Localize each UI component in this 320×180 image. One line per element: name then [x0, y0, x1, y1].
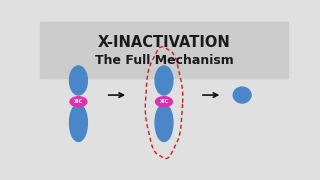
Ellipse shape: [156, 97, 172, 107]
Ellipse shape: [155, 66, 173, 95]
Text: X-INACTIVATION: X-INACTIVATION: [98, 35, 230, 50]
Ellipse shape: [70, 97, 87, 107]
Text: XIC: XIC: [74, 99, 83, 104]
Text: XIC: XIC: [159, 99, 169, 104]
Ellipse shape: [155, 104, 173, 141]
FancyBboxPatch shape: [40, 22, 288, 78]
Ellipse shape: [69, 66, 87, 95]
Text: The Full Mechanism: The Full Mechanism: [95, 54, 233, 67]
Ellipse shape: [233, 87, 251, 103]
Ellipse shape: [69, 104, 87, 141]
